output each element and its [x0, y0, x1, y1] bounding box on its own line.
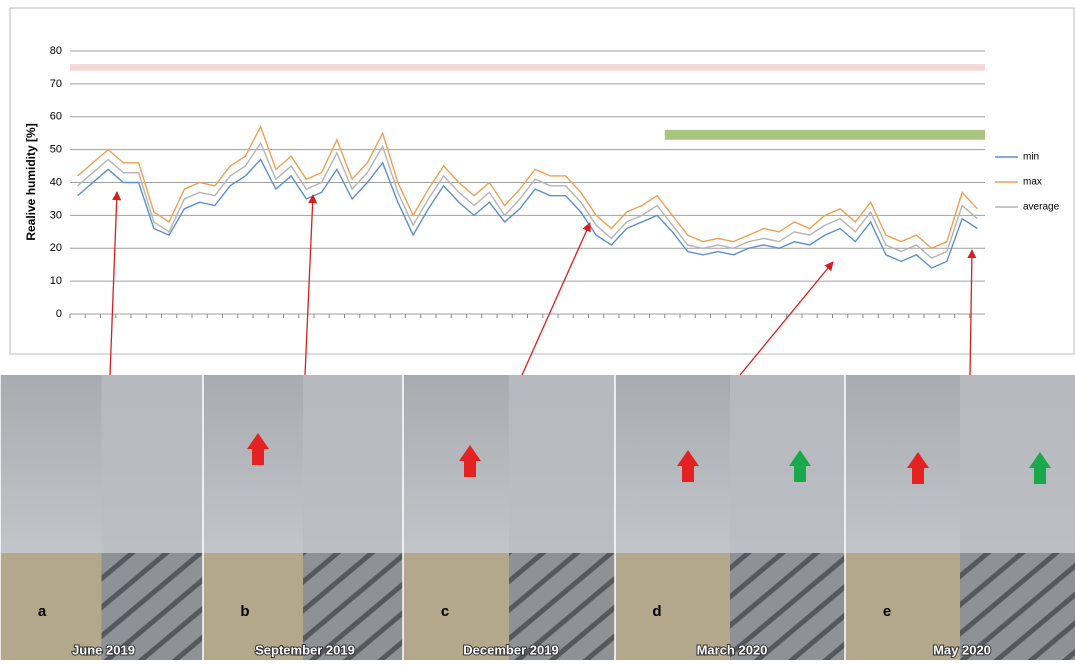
concrete-left [0, 553, 102, 660]
indicator-arrow [247, 433, 269, 465]
y-tick-label: 10 [50, 275, 62, 287]
y-tick-label: 60 [50, 111, 62, 123]
y-tick-label: 80 [50, 45, 62, 57]
plaster-right [730, 375, 845, 555]
series-line [77, 158, 978, 269]
panel-letter: b [240, 603, 249, 620]
connector-arrow [109, 191, 122, 376]
photo-panels: a June 2019 b September 2019 c December 2019 d… [0, 375, 1075, 660]
concrete-right [303, 553, 403, 660]
concrete-right [101, 553, 203, 660]
concrete-left [203, 553, 303, 660]
panel-date: June 2019 [72, 642, 135, 657]
panel-date: May 2020 [933, 642, 991, 657]
connector-arrow [304, 194, 318, 376]
concrete-left [403, 553, 509, 660]
connector-arrow [521, 222, 591, 376]
legend-label: min [1023, 152, 1039, 163]
legend-label: max [1023, 177, 1042, 188]
chart-frame [9, 7, 1075, 355]
concrete-right [960, 553, 1075, 660]
threshold-band [70, 64, 985, 71]
concrete-left [845, 553, 960, 660]
y-tick-label: 40 [50, 176, 62, 188]
concrete-left [615, 553, 730, 660]
series-line [77, 141, 978, 259]
y-tick-label: 20 [50, 242, 62, 254]
panel-letter: e [883, 603, 891, 620]
legend-label: average [1023, 202, 1060, 213]
plaster-right [960, 375, 1075, 555]
y-tick-label: 30 [50, 209, 62, 221]
panel-letter: c [441, 603, 449, 620]
plaster-right [101, 375, 203, 555]
indicator-arrow [677, 450, 699, 482]
concrete-right [509, 553, 615, 660]
y-tick-label: 0 [56, 308, 62, 320]
connector-arrow [739, 261, 834, 376]
panel-date: December 2019 [463, 642, 558, 657]
connector-arrow [967, 249, 977, 376]
series-line [77, 124, 978, 250]
indicator-arrow [907, 452, 929, 484]
panel-letter: d [652, 603, 661, 620]
indicator-arrow [459, 445, 481, 477]
panel-letter: a [38, 603, 47, 620]
plaster-right [509, 375, 615, 555]
panel-date: September 2019 [255, 642, 355, 657]
y-axis-label: Realive humidity [%] [24, 123, 38, 240]
y-tick-label: 70 [50, 78, 62, 90]
plaster-right [303, 375, 403, 555]
indicator-arrow [1029, 452, 1051, 484]
y-tick-label: 50 [50, 144, 62, 156]
indicator-arrow [789, 450, 811, 482]
panel-date: March 2020 [697, 642, 768, 657]
threshold-band [664, 129, 985, 140]
concrete-right [730, 553, 845, 660]
